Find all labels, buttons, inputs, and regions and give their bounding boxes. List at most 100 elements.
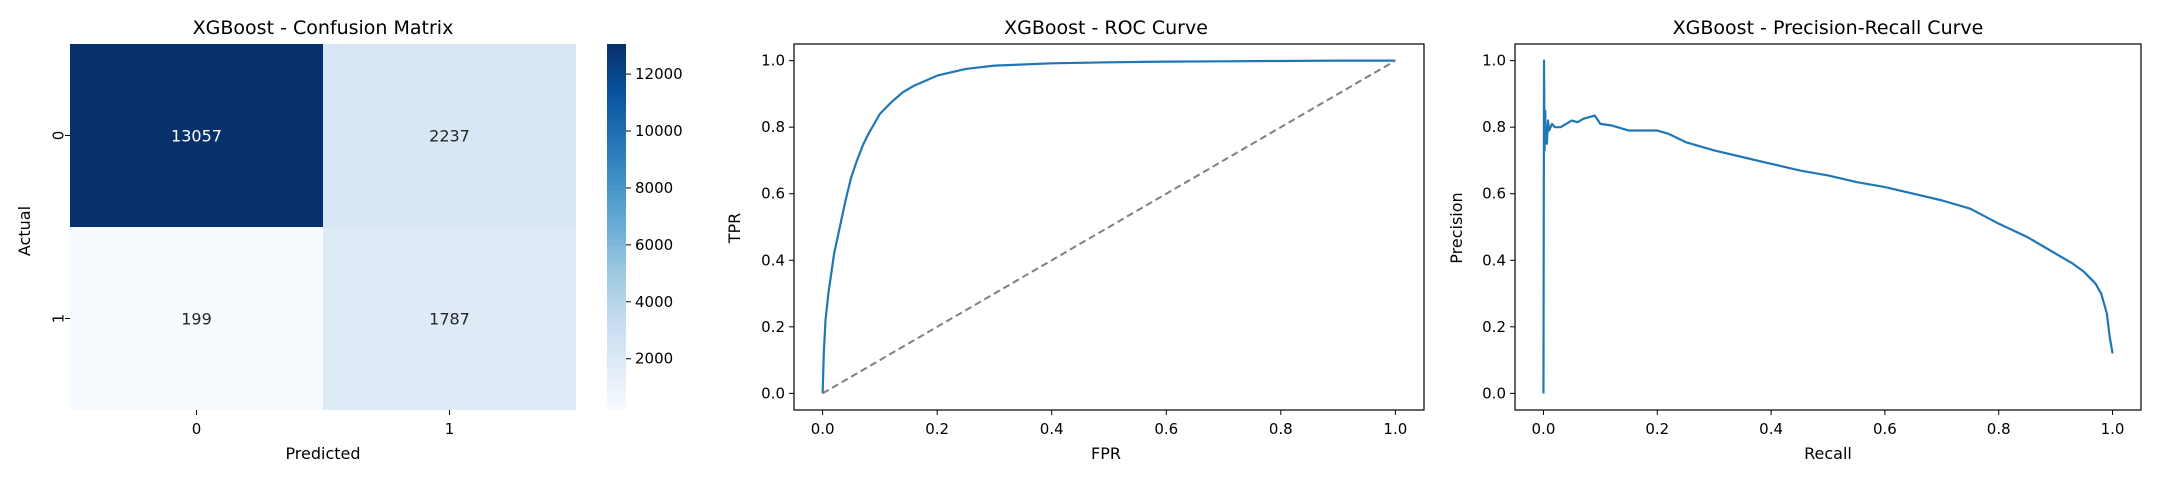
colorbar-segment bbox=[607, 227, 626, 234]
roc-ylabel: TPR bbox=[725, 213, 744, 245]
colorbar-segment bbox=[607, 159, 626, 167]
roc-x-tick-label: 0.0 bbox=[811, 420, 835, 438]
cm-cell-0-0 bbox=[70, 44, 323, 227]
roc-series-0-curve bbox=[821, 59, 1396, 394]
colorbar-segment bbox=[607, 208, 626, 216]
roc-y-tick-label: 0.8 bbox=[761, 118, 785, 136]
colorbar-segment bbox=[607, 74, 626, 82]
roc-curve-panel: XGBoost - ROC Curve FPR TPR 0.0 0.2 0.4 0.6… bbox=[725, 17, 1425, 463]
colorbar-segment bbox=[607, 44, 626, 51]
colorbar-segment bbox=[607, 62, 626, 69]
colorbar-segment bbox=[607, 129, 626, 137]
cm-y-tick-label: 1 bbox=[49, 314, 67, 324]
colorbar-segment bbox=[607, 98, 626, 106]
roc-xlabel: FPR bbox=[1091, 444, 1121, 463]
colorbar-segment bbox=[607, 385, 626, 393]
cm-x-tick-label: 0 bbox=[192, 420, 202, 438]
pr-axes-frame bbox=[1514, 43, 2142, 411]
roc-x-tick-label: 0.8 bbox=[1269, 420, 1293, 438]
colorbar-segment bbox=[607, 397, 626, 405]
colorbar-segment bbox=[607, 190, 626, 198]
colorbar-segment bbox=[607, 147, 626, 155]
colorbar-segment bbox=[607, 403, 626, 411]
pr-xlabel: Recall bbox=[1804, 444, 1852, 463]
colorbar-segment bbox=[607, 373, 626, 381]
colorbar-segment bbox=[607, 288, 626, 295]
colorbar-segment bbox=[607, 324, 626, 332]
colorbar-segment bbox=[607, 135, 626, 143]
pr-x-tick-label: 0.4 bbox=[1759, 420, 1783, 438]
colorbar-segment bbox=[607, 342, 626, 350]
cm-cell-label-0-1: 2237 bbox=[429, 127, 470, 146]
colorbar-segment bbox=[607, 141, 626, 149]
colorbar-segment bbox=[607, 318, 626, 326]
confusion-matrix-panel: XGBoost - Confusion Matrix Predicted Act… bbox=[15, 17, 683, 463]
colorbar-segment bbox=[607, 123, 626, 130]
pr-y-tick-label: 0.0 bbox=[1482, 384, 1506, 402]
roc-x-tick-label: 0.6 bbox=[1154, 420, 1178, 438]
colorbar-segment bbox=[607, 214, 626, 222]
cm-cell-label-0-0: 13057 bbox=[171, 127, 222, 146]
pr-series-0-curve bbox=[1542, 59, 2114, 394]
cm-title: XGBoost - Confusion Matrix bbox=[193, 17, 454, 39]
pr-x-tick-label: 0.8 bbox=[1987, 420, 2011, 438]
colorbar-tick-label: 8000 bbox=[635, 179, 673, 197]
colorbar-segment bbox=[607, 50, 626, 57]
colorbar-segment bbox=[607, 220, 626, 228]
colorbar-segment bbox=[607, 86, 626, 94]
colorbar-segment bbox=[607, 56, 626, 63]
pr-y-tick-label: 0.6 bbox=[1482, 185, 1506, 203]
roc-axes-frame bbox=[793, 43, 1425, 411]
cm-cell-label-1-1: 1787 bbox=[429, 310, 470, 329]
cm-cell-0-1 bbox=[323, 44, 576, 227]
colorbar-segment bbox=[607, 300, 626, 307]
pr-y-tick-label: 1.0 bbox=[1482, 52, 1506, 70]
colorbar-segment bbox=[607, 361, 626, 368]
colorbar-segment bbox=[607, 336, 626, 344]
cm-y-tick-label: 0 bbox=[49, 131, 67, 141]
colorbar-segment bbox=[607, 281, 626, 289]
colorbar-segment bbox=[607, 257, 626, 265]
pr-y-tick-label: 0.4 bbox=[1482, 251, 1506, 269]
colorbar-segment bbox=[607, 391, 626, 399]
colorbar-segment bbox=[607, 80, 626, 88]
roc-series-1-baseline bbox=[822, 59, 1396, 395]
colorbar-segment bbox=[607, 251, 626, 259]
roc-x-tick-label: 0.2 bbox=[925, 420, 949, 438]
cm-x-tick-label: 1 bbox=[445, 420, 455, 438]
colorbar-segment bbox=[607, 178, 626, 185]
colorbar-segment bbox=[607, 294, 626, 301]
colorbar-tick-label: 4000 bbox=[635, 293, 673, 311]
roc-y-tick-label: 0.6 bbox=[761, 185, 785, 203]
colorbar-segment bbox=[607, 172, 626, 179]
colorbar-segment bbox=[607, 269, 626, 277]
pr-x-tick-label: 0.0 bbox=[1532, 420, 1556, 438]
colorbar-segment bbox=[607, 263, 626, 271]
colorbar-tick-label: 2000 bbox=[635, 350, 673, 368]
pr-x-tick-label: 0.6 bbox=[1873, 420, 1897, 438]
colorbar-segment bbox=[607, 349, 626, 356]
precision-recall-panel: XGBoost - Precision-Recall Curve Recall … bbox=[1447, 17, 2142, 463]
cm-cell-1-1 bbox=[323, 227, 576, 410]
colorbar-segment bbox=[607, 355, 626, 362]
roc-y-tick-label: 0.4 bbox=[761, 251, 785, 269]
pr-y-tick-label: 0.8 bbox=[1482, 118, 1506, 136]
colorbar-segment bbox=[607, 184, 626, 191]
roc-y-tick-label: 0.0 bbox=[761, 384, 785, 402]
roc-y-tick-label: 0.2 bbox=[761, 318, 785, 336]
colorbar-segment bbox=[607, 196, 626, 204]
pr-x-tick-label: 0.2 bbox=[1645, 420, 1669, 438]
colorbar-segment bbox=[607, 166, 626, 173]
colorbar-tick-label: 6000 bbox=[635, 236, 673, 254]
colorbar-segment bbox=[607, 233, 626, 240]
cm-cell-1-0 bbox=[70, 227, 323, 410]
roc-x-tick-label: 0.4 bbox=[1040, 420, 1064, 438]
colorbar-segment bbox=[607, 330, 626, 338]
cm-cell-label-1-0: 199 bbox=[181, 310, 212, 329]
colorbar-tick-label: 10000 bbox=[635, 122, 683, 140]
colorbar-segment bbox=[607, 153, 626, 161]
colorbar-segment bbox=[607, 105, 626, 112]
colorbar-segment bbox=[607, 117, 626, 124]
colorbar-segment bbox=[607, 245, 626, 252]
